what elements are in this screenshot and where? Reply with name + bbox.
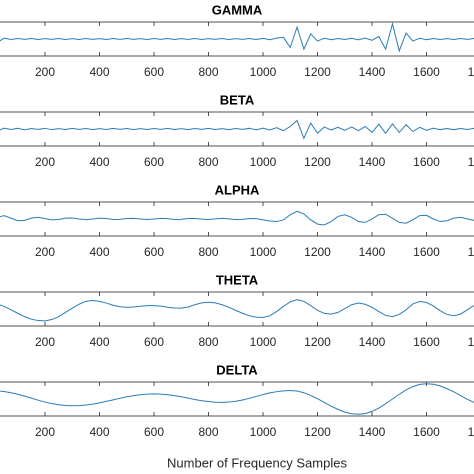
x-tick-label: 1600 [413, 65, 440, 79]
x-tick-label: 800 [198, 65, 218, 79]
x-tick-label: 600 [144, 335, 164, 349]
x-tick-label: 1600 [413, 425, 440, 439]
x-tick-label: 1400 [359, 155, 386, 169]
axes-box [0, 291, 474, 327]
signal-line [0, 299, 474, 322]
x-tick-label: 600 [144, 245, 164, 259]
x-tick-label: 400 [89, 335, 109, 349]
x-axis-label: Number of Frequency Samples [167, 455, 347, 470]
x-tick-label: 1400 [359, 335, 386, 349]
x-tick-label: 600 [144, 155, 164, 169]
x-tick-label: 200 [35, 245, 55, 259]
x-tick-label: 200 [35, 65, 55, 79]
x-tick-label: 1200 [304, 65, 331, 79]
x-tick-label: 1200 [304, 335, 331, 349]
panel-title: BETA [220, 92, 255, 107]
signal-line [0, 119, 474, 140]
signal-line [0, 21, 474, 53]
x-tick-label: 1400 [359, 425, 386, 439]
x-tick-label: 1000 [250, 65, 277, 79]
x-tick-label: 200 [35, 425, 55, 439]
x-tick-label: 1000 [250, 335, 277, 349]
axes-box [0, 111, 474, 147]
axes-box [0, 381, 474, 417]
x-tick-label: 800 [198, 245, 218, 259]
x-tick-label: 1200 [304, 425, 331, 439]
x-tick-label: 1400 [359, 245, 386, 259]
x-tick-label: 1600 [413, 245, 440, 259]
x-tick-label: 1000 [250, 155, 277, 169]
x-tick-label: 400 [89, 425, 109, 439]
x-tick-label: 200 [35, 335, 55, 349]
x-tick-label: 1800 [468, 245, 474, 259]
x-tick-label: 600 [144, 425, 164, 439]
x-tick-label: 1600 [413, 335, 440, 349]
x-tick-label: 1000 [250, 245, 277, 259]
x-tick-label: 1200 [304, 245, 331, 259]
x-tick-label: 800 [198, 155, 218, 169]
x-tick-label: 800 [198, 335, 218, 349]
x-tick-label: 600 [144, 65, 164, 79]
panel-title: GAMMA [212, 2, 263, 17]
signal-line [0, 383, 474, 415]
x-tick-label: 1600 [413, 155, 440, 169]
panel-title: THETA [216, 272, 259, 287]
x-tick-label: 200 [35, 155, 55, 169]
x-tick-label: 400 [89, 245, 109, 259]
x-tick-label: 1000 [250, 425, 277, 439]
panel-title: ALPHA [215, 182, 260, 197]
x-tick-label: 1200 [304, 155, 331, 169]
x-tick-label: 1800 [468, 335, 474, 349]
panel-title: DELTA [216, 362, 258, 377]
x-tick-label: 1800 [468, 65, 474, 79]
x-tick-label: 1400 [359, 65, 386, 79]
x-tick-label: 1800 [468, 425, 474, 439]
axes-box [0, 201, 474, 237]
x-tick-label: 400 [89, 155, 109, 169]
x-tick-label: 800 [198, 425, 218, 439]
axes-box [0, 21, 474, 57]
x-tick-label: 1800 [468, 155, 474, 169]
x-tick-label: 400 [89, 65, 109, 79]
signal-line [0, 210, 474, 226]
